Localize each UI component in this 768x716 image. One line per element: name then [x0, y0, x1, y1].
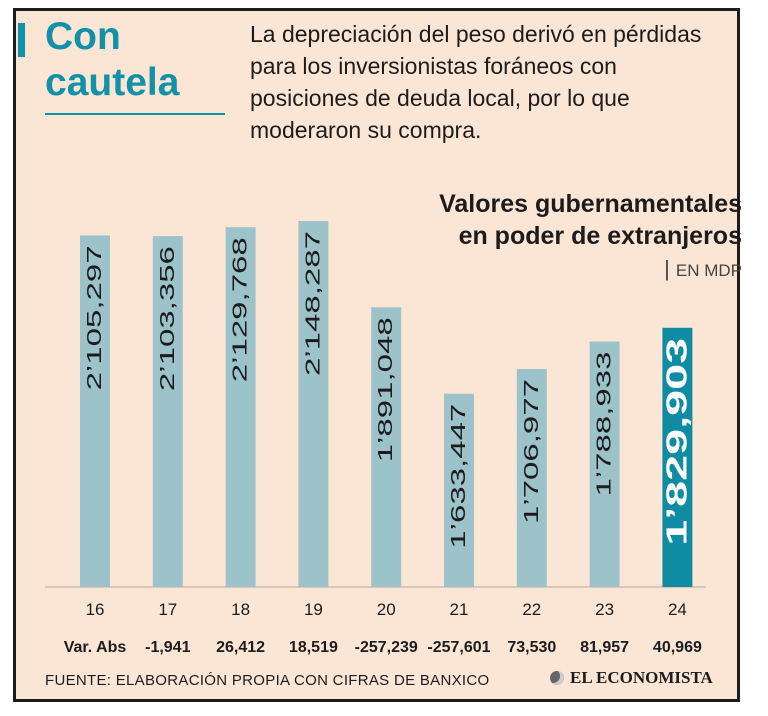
- x-tick-label: 24: [668, 600, 687, 619]
- bar-21: [444, 393, 474, 587]
- source-note: FUENTE: ELABORACIÓN PROPIA CON CIFRAS DE…: [45, 672, 490, 689]
- chart-unit: | EN MDP: [664, 256, 742, 281]
- var-abs-value: 40,969: [653, 639, 702, 656]
- bar-24: [662, 327, 693, 587]
- bar-value-label: 1’788,933: [594, 352, 616, 497]
- var-abs-header: Var. Abs: [64, 639, 127, 656]
- title-underline: [45, 113, 225, 115]
- bar-23: [589, 341, 620, 587]
- chart-unit-text: EN MDP: [675, 261, 742, 280]
- bar-value-label: 2’129,768: [230, 237, 252, 382]
- bar-value-label: 2’105,297: [84, 245, 106, 390]
- var-abs-value: 81,957: [580, 639, 629, 656]
- bar-17: [152, 236, 183, 587]
- bar-18: [225, 227, 256, 587]
- x-tick-label: 17: [158, 600, 177, 619]
- x-tick-label: 19: [304, 600, 323, 619]
- var-abs-value: 73,530: [507, 639, 556, 656]
- bar-16: [80, 235, 110, 587]
- bar-value-label: 1’633,447: [448, 404, 470, 549]
- bar-value-label: 1’706,977: [521, 379, 543, 524]
- brand-icon: [550, 671, 564, 685]
- x-tick-label: 18: [231, 600, 250, 619]
- x-tick-label: 21: [450, 600, 469, 619]
- title-accent-bar: [18, 23, 25, 57]
- var-abs-value: 26,412: [216, 639, 265, 656]
- x-tick-label: 20: [377, 600, 396, 619]
- chart-title-text: Valores gubernamentales en poder de extr…: [439, 190, 742, 250]
- chart-title: Valores gubernamentales en poder de extr…: [422, 188, 742, 287]
- page-title: Con cautela: [45, 15, 180, 104]
- bar-22: [516, 369, 547, 587]
- subtitle: La depreciación del peso derivó en pérdi…: [250, 21, 702, 143]
- brand-logo: EL ECONOMISTA: [550, 668, 713, 688]
- bar-value-label: 2’103,356: [157, 246, 179, 391]
- var-abs-value: -1,941: [145, 639, 190, 656]
- var-abs-value: 18,519: [289, 639, 338, 656]
- x-tick-label: 16: [86, 600, 105, 619]
- x-tick-label: 22: [522, 600, 541, 619]
- bar-value-label: 1’829,903: [661, 338, 693, 546]
- bar-20: [371, 307, 402, 587]
- x-tick-label: 23: [595, 600, 614, 619]
- bar-value-label: 2’148,287: [302, 231, 324, 376]
- bar-value-label: 1’891,048: [375, 317, 397, 462]
- var-abs-value: -257,601: [427, 639, 490, 656]
- bar-19: [298, 221, 329, 587]
- var-abs-value: -257,239: [355, 639, 418, 656]
- brand-name: EL ECONOMISTA: [570, 668, 713, 687]
